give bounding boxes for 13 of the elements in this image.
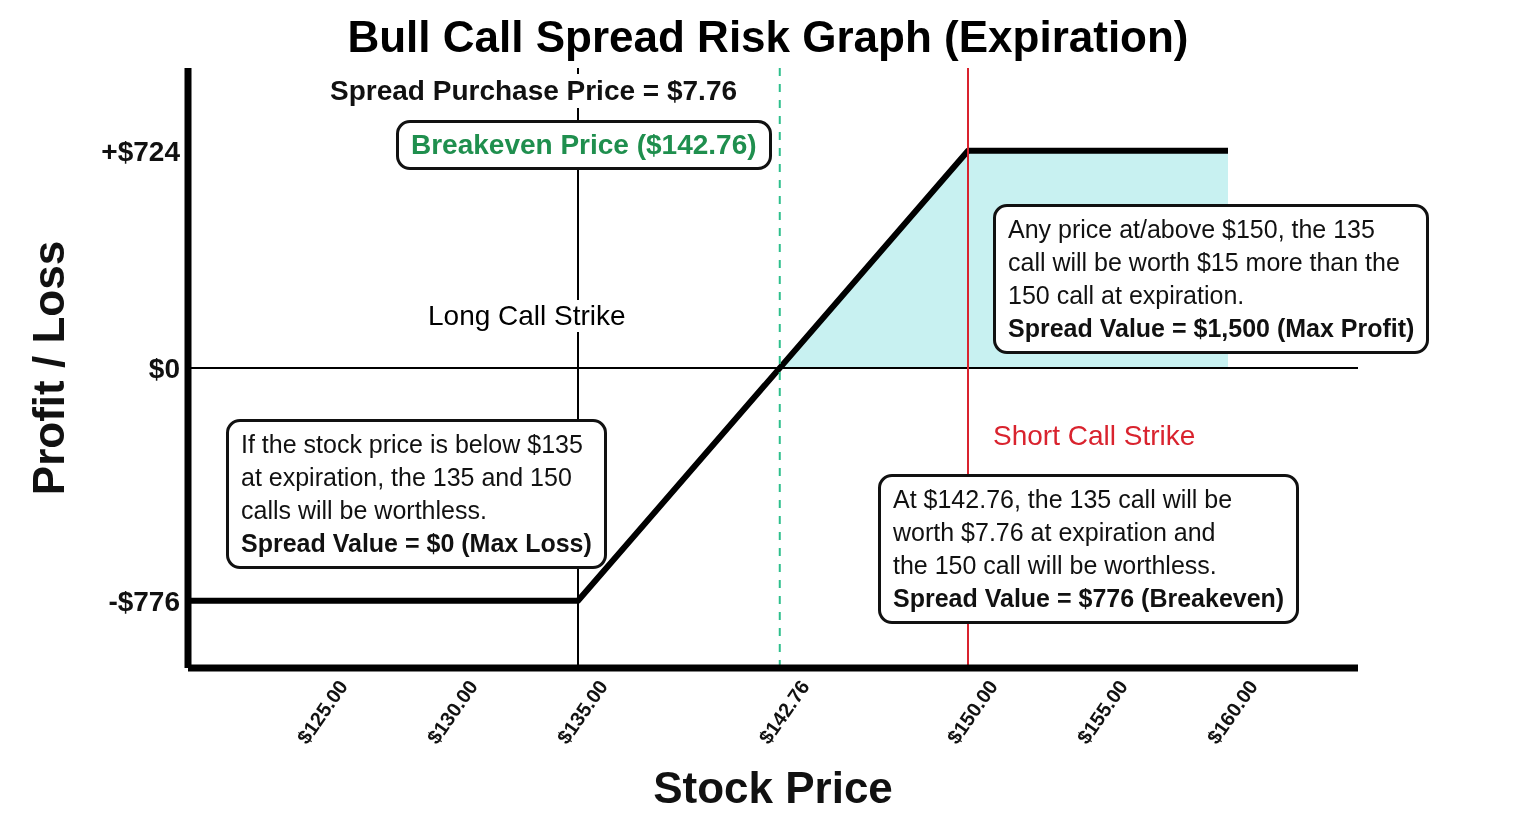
y-tick-label: $0 [148,352,180,384]
ref-line-label: Long Call Strike [428,300,626,332]
x-axis-title: Stock Price [653,763,893,812]
y-axis-title: Profit / Loss [23,240,73,496]
annotation: Spread Purchase Price = $7.76 [330,74,738,108]
ref-line-label: Short Call Strike [993,420,1196,452]
ref-line-label: Breakeven Price ($142.76) [396,120,772,170]
chart-title: Bull Call Spread Risk Graph (Expiration) [346,12,1190,62]
y-tick-label: -$776 [108,585,180,617]
y-tick-label: +$724 [101,135,181,167]
annotation: Any price at/above $150, the 135 call will be worth $15 more than the 150 call at expiration. Spread Value = $1,500 (Max Profit) [1008,214,1415,344]
annotation: At $142.76, the 135 call will be worth $7.76 at expiration and the 150 call will be worthless. Spread Value = $776 (Breakeven) [893,484,1285,614]
annotation: If the stock price is below $135 at expiration, the 135 and 150 calls will be worthless. Spread Value = $0 (Max Loss) [241,429,592,559]
